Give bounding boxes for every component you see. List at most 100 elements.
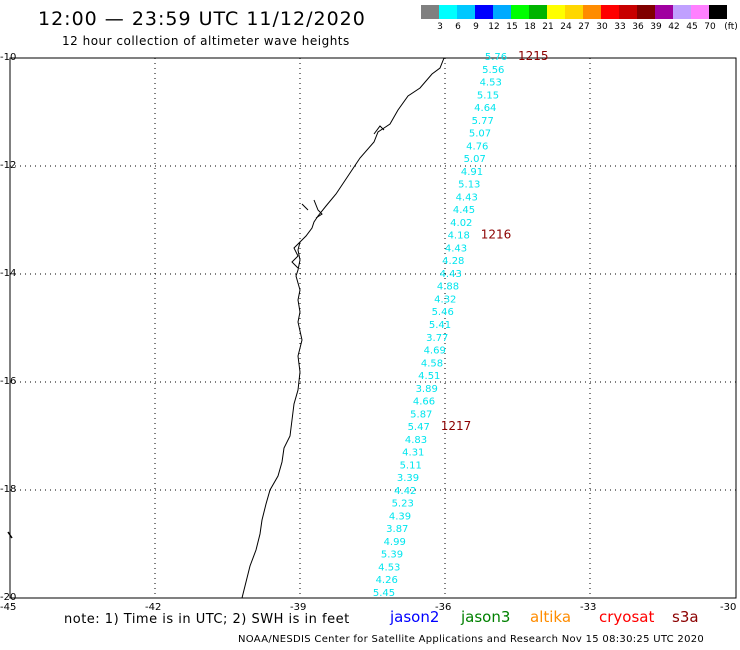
lat-label: -14 (0, 268, 17, 279)
lon-label: -30 (720, 602, 737, 613)
satellite-s3a: s3a (672, 608, 699, 626)
color-scale-swatch (565, 5, 583, 19)
lat-label: -10 (0, 52, 17, 63)
wave-height-label: 5.23 (392, 499, 414, 510)
color-scale-tick: 12 (488, 22, 500, 32)
wave-height-label: 4.39 (389, 511, 411, 522)
color-scale-swatch (619, 5, 637, 19)
lat-label: -16 (0, 376, 17, 387)
color-scale-tick: 42 (668, 22, 680, 32)
color-scale-swatch (637, 5, 655, 19)
wave-height-label: 5.77 (472, 116, 494, 127)
wave-height-label: 5.76 (485, 52, 507, 63)
footer-note: note: 1) Time is in UTC; 2) SWH is in fe… (64, 612, 350, 627)
wave-height-label: 3.87 (386, 524, 408, 535)
wave-height-label: 3.89 (416, 384, 438, 395)
satellite-jason3: jason3 (461, 608, 511, 626)
wave-height-label: 4.43 (440, 269, 462, 280)
wave-height-label: 4.91 (461, 167, 483, 178)
wave-height-label: 3.39 (397, 473, 419, 484)
wave-height-label: 4.53 (378, 563, 400, 574)
wave-height-label: 5.13 (458, 180, 480, 191)
wave-height-label: 3.77 (426, 333, 448, 344)
color-scale-swatch (673, 5, 691, 19)
wave-height-label: 4.45 (453, 205, 475, 216)
color-scale-tick: 18 (524, 22, 536, 32)
wave-height-label: 5.07 (469, 129, 491, 140)
wave-height-label: 5.39 (381, 550, 403, 561)
wave-height-label: 5.11 (400, 460, 422, 471)
color-scale-tick: 9 (473, 22, 479, 32)
map-title: 12:00 — 23:59 UTC 11/12/2020 (38, 8, 366, 30)
color-scale-tick: 45 (686, 22, 698, 32)
color-scale-swatch (601, 5, 619, 19)
wave-height-label: 4.02 (450, 218, 472, 229)
wave-height-label: 4.31 (402, 448, 424, 459)
color-scale-swatch (655, 5, 673, 19)
wave-height-labels: 5.765.564.535.154.645.775.074.765.074.91… (373, 52, 507, 599)
wave-height-label: 5.47 (408, 422, 430, 433)
satellite-jason2: jason2 (390, 608, 440, 626)
wave-height-label: 5.15 (477, 90, 499, 101)
color-scale-swatch (709, 5, 727, 19)
wave-height-label: 4.51 (418, 371, 440, 382)
color-scale-tick: 21 (542, 22, 554, 32)
lat-label: -18 (0, 484, 17, 495)
wave-height-label: 4.76 (466, 141, 488, 152)
lon-label: -33 (580, 602, 597, 613)
wave-height-label: 4.83 (405, 435, 427, 446)
color-scale-swatch (691, 5, 709, 19)
lon-label: -39 (290, 602, 307, 613)
wave-height-label: 5.41 (429, 320, 451, 331)
lat-label: -20 (0, 592, 17, 603)
map-subtitle: 12 hour collection of altimeter wave hei… (62, 34, 350, 48)
wave-height-label: 4.43 (445, 243, 467, 254)
color-scale-swatch (475, 5, 493, 19)
color-scale-swatch (529, 5, 547, 19)
color-scale-swatch (511, 5, 529, 19)
wave-height-label: 4.66 (413, 397, 435, 408)
time-label: 1215 (518, 49, 549, 63)
wave-height-label: 4.99 (384, 537, 406, 548)
map-frame (9, 57, 737, 599)
credit-line: NOAA/NESDIS Center for Satellite Applica… (238, 634, 705, 645)
coastline (241, 57, 445, 599)
color-scale-swatch (547, 5, 565, 19)
gridlines (10, 58, 736, 598)
time-label: 1216 (481, 228, 512, 242)
color-scale-tick: 15 (506, 22, 518, 32)
coastline-fragment (7, 531, 13, 539)
lon-label: -36 (435, 602, 452, 613)
satellite-cryosat: cryosat (599, 608, 655, 626)
color-scale-tick: 24 (560, 22, 572, 32)
color-scale-swatch (421, 5, 439, 19)
wave-height-label: 4.26 (376, 575, 398, 586)
wave-height-label: 5.46 (432, 307, 454, 318)
color-scale-tick: 3 (437, 22, 443, 32)
wave-height-label: 4.69 (424, 346, 446, 357)
wave-height-label: 4.53 (480, 78, 502, 89)
color-scale-swatch (439, 5, 457, 19)
wave-height-label: 5.87 (410, 409, 432, 420)
wave-height-label: 4.18 (448, 231, 470, 242)
wave-height-label: 4.43 (456, 192, 478, 203)
color-scale-tick: 70 (704, 22, 716, 32)
color-scale-swatch (493, 5, 511, 19)
wave-height-label: 5.56 (482, 65, 504, 76)
time-label: 1217 (441, 419, 472, 433)
wave-height-label: 4.58 (421, 358, 443, 369)
color-scale-unit: (ft) (724, 22, 738, 32)
satellite-altika: altika (530, 608, 572, 626)
color-scale-tick: 6 (455, 22, 461, 32)
lon-label: -45 (0, 602, 17, 613)
wave-height-label: 4.32 (434, 295, 456, 306)
wave-height-label: 4.88 (437, 282, 459, 293)
lat-label: -12 (0, 160, 17, 171)
color-scale-tick: 39 (650, 22, 662, 32)
color-scale-tick: 33 (614, 22, 626, 32)
wave-height-label: 4.42 (394, 486, 416, 497)
color-scale-tick: 27 (578, 22, 590, 32)
wave-height-label: 5.45 (373, 588, 395, 599)
color-scale-tick: 36 (632, 22, 644, 32)
